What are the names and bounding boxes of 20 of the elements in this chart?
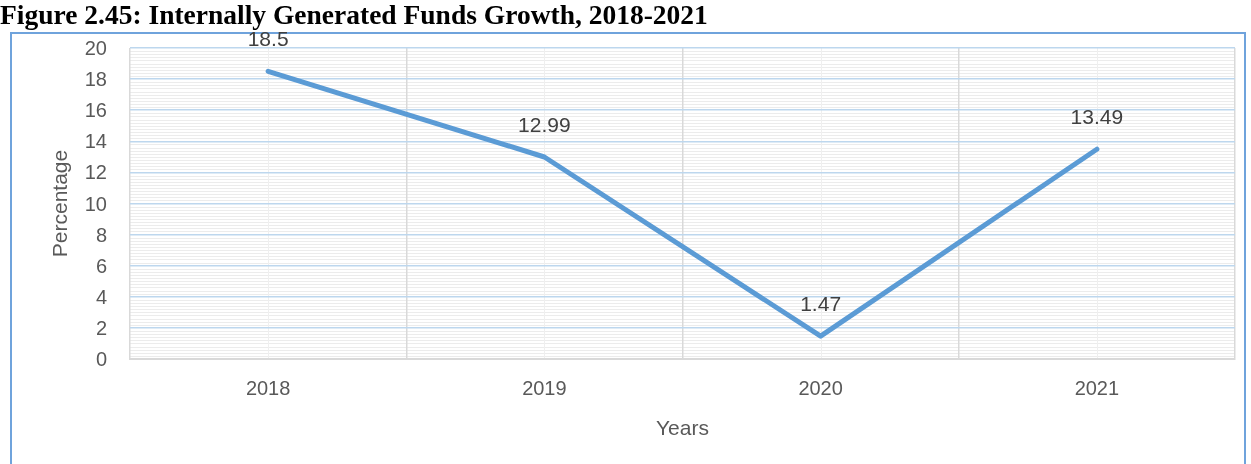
y-tick-label: 0 bbox=[95, 348, 107, 370]
x-axis-title: Years bbox=[656, 416, 709, 440]
data-label: 12.99 bbox=[518, 112, 571, 136]
x-tick-label: 2021 bbox=[1074, 376, 1120, 399]
y-tick-label: 14 bbox=[84, 130, 107, 153]
x-tick-label: 2018 bbox=[245, 376, 291, 399]
y-tick-label: 6 bbox=[95, 254, 107, 277]
y-tick-label: 2 bbox=[95, 316, 107, 339]
data-label: 1.47 bbox=[800, 291, 842, 315]
x-tick-label: 2019 bbox=[522, 376, 567, 399]
y-tick-label: 8 bbox=[95, 223, 107, 246]
y-tick-label: 10 bbox=[84, 192, 107, 215]
y-tick-label: 12 bbox=[84, 161, 107, 184]
data-label: 13.49 bbox=[1070, 105, 1124, 129]
y-axis-title: Percentage bbox=[48, 149, 72, 258]
y-tick-label: 4 bbox=[95, 285, 107, 308]
y-tick-label: 18 bbox=[84, 68, 107, 91]
x-tick-label: 2020 bbox=[798, 376, 843, 399]
y-tick-label: 20 bbox=[84, 37, 107, 59]
y-tick-label: 16 bbox=[84, 99, 107, 122]
